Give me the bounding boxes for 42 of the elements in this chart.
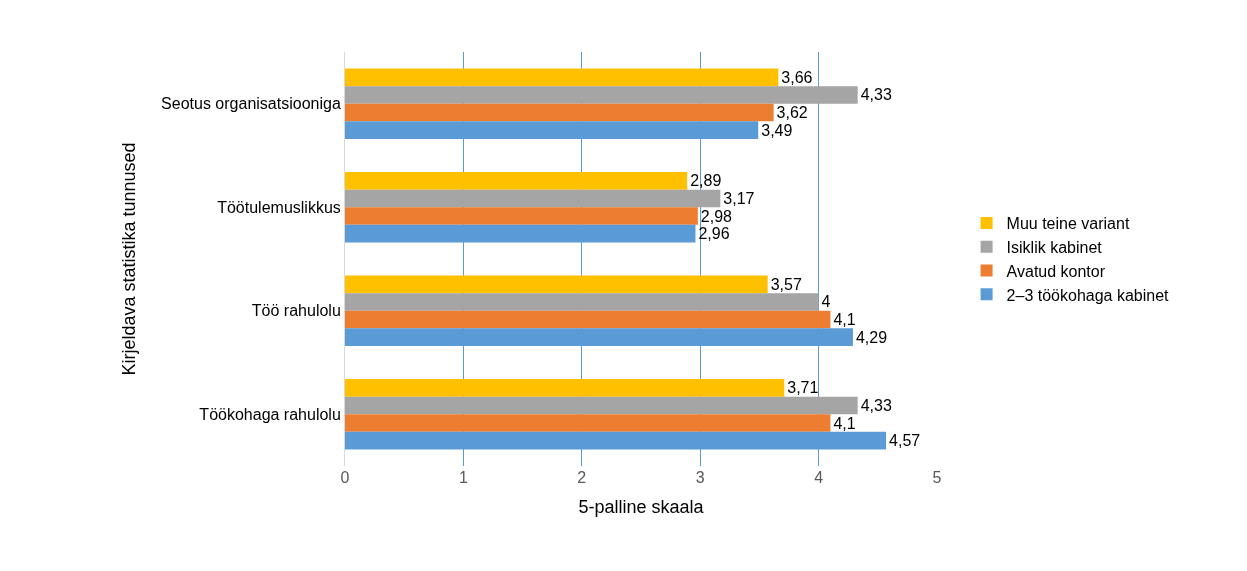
legend-label: Avatud kontor bbox=[1006, 262, 1106, 280]
x-tick-label: 4 bbox=[814, 469, 824, 486]
data-label: 4,33 bbox=[860, 396, 892, 414]
bar bbox=[345, 310, 831, 329]
x-axis-title: 5-palline skaala bbox=[578, 497, 705, 518]
y-tick-label: Seotus organisatsiooniga bbox=[161, 95, 341, 113]
data-label: 3,71 bbox=[787, 379, 819, 397]
x-tick-label: 1 bbox=[458, 469, 468, 486]
y-tick-label: Töö rahulolu bbox=[251, 302, 341, 320]
bar bbox=[345, 86, 858, 104]
bar bbox=[345, 379, 785, 397]
data-label: 4,33 bbox=[860, 86, 892, 104]
bar bbox=[345, 396, 858, 415]
legend-label: 2–3 töökohaga kabinet bbox=[1006, 286, 1170, 304]
x-tick-label: 2 bbox=[577, 469, 587, 486]
data-label: 4,57 bbox=[889, 432, 921, 450]
data-label: 3,62 bbox=[776, 104, 808, 122]
data-label: 2,98 bbox=[700, 207, 733, 225]
data-label: 3,66 bbox=[781, 68, 813, 86]
bar bbox=[345, 414, 831, 432]
bar bbox=[345, 207, 698, 225]
data-label: 4,1 bbox=[833, 311, 856, 329]
data-label: 3,17 bbox=[723, 189, 755, 207]
data-label: 4 bbox=[821, 293, 831, 311]
legend-label: Isiklik kabinet bbox=[1006, 238, 1103, 256]
bar bbox=[345, 189, 721, 208]
bar bbox=[345, 68, 779, 87]
x-tick-label: 3 bbox=[695, 469, 705, 486]
data-label: 3,49 bbox=[761, 121, 793, 139]
bar bbox=[345, 103, 774, 122]
data-label: 3,57 bbox=[770, 275, 802, 293]
y-axis-title: Kirjeldava statistika tunnused bbox=[119, 142, 140, 376]
x-tick-label: 5 bbox=[932, 469, 942, 486]
bar bbox=[345, 275, 768, 294]
legend-label: Muu teine variant bbox=[1006, 215, 1130, 233]
y-tick-label: Töökohaga rahulolu bbox=[199, 405, 341, 423]
y-tick-label: Töötulemuslikkus bbox=[217, 198, 341, 216]
data-label: 4,29 bbox=[855, 328, 888, 346]
bar bbox=[345, 172, 688, 190]
x-tick-label: 0 bbox=[340, 469, 350, 486]
data-label: 4,1 bbox=[833, 414, 856, 432]
bar bbox=[345, 293, 819, 311]
